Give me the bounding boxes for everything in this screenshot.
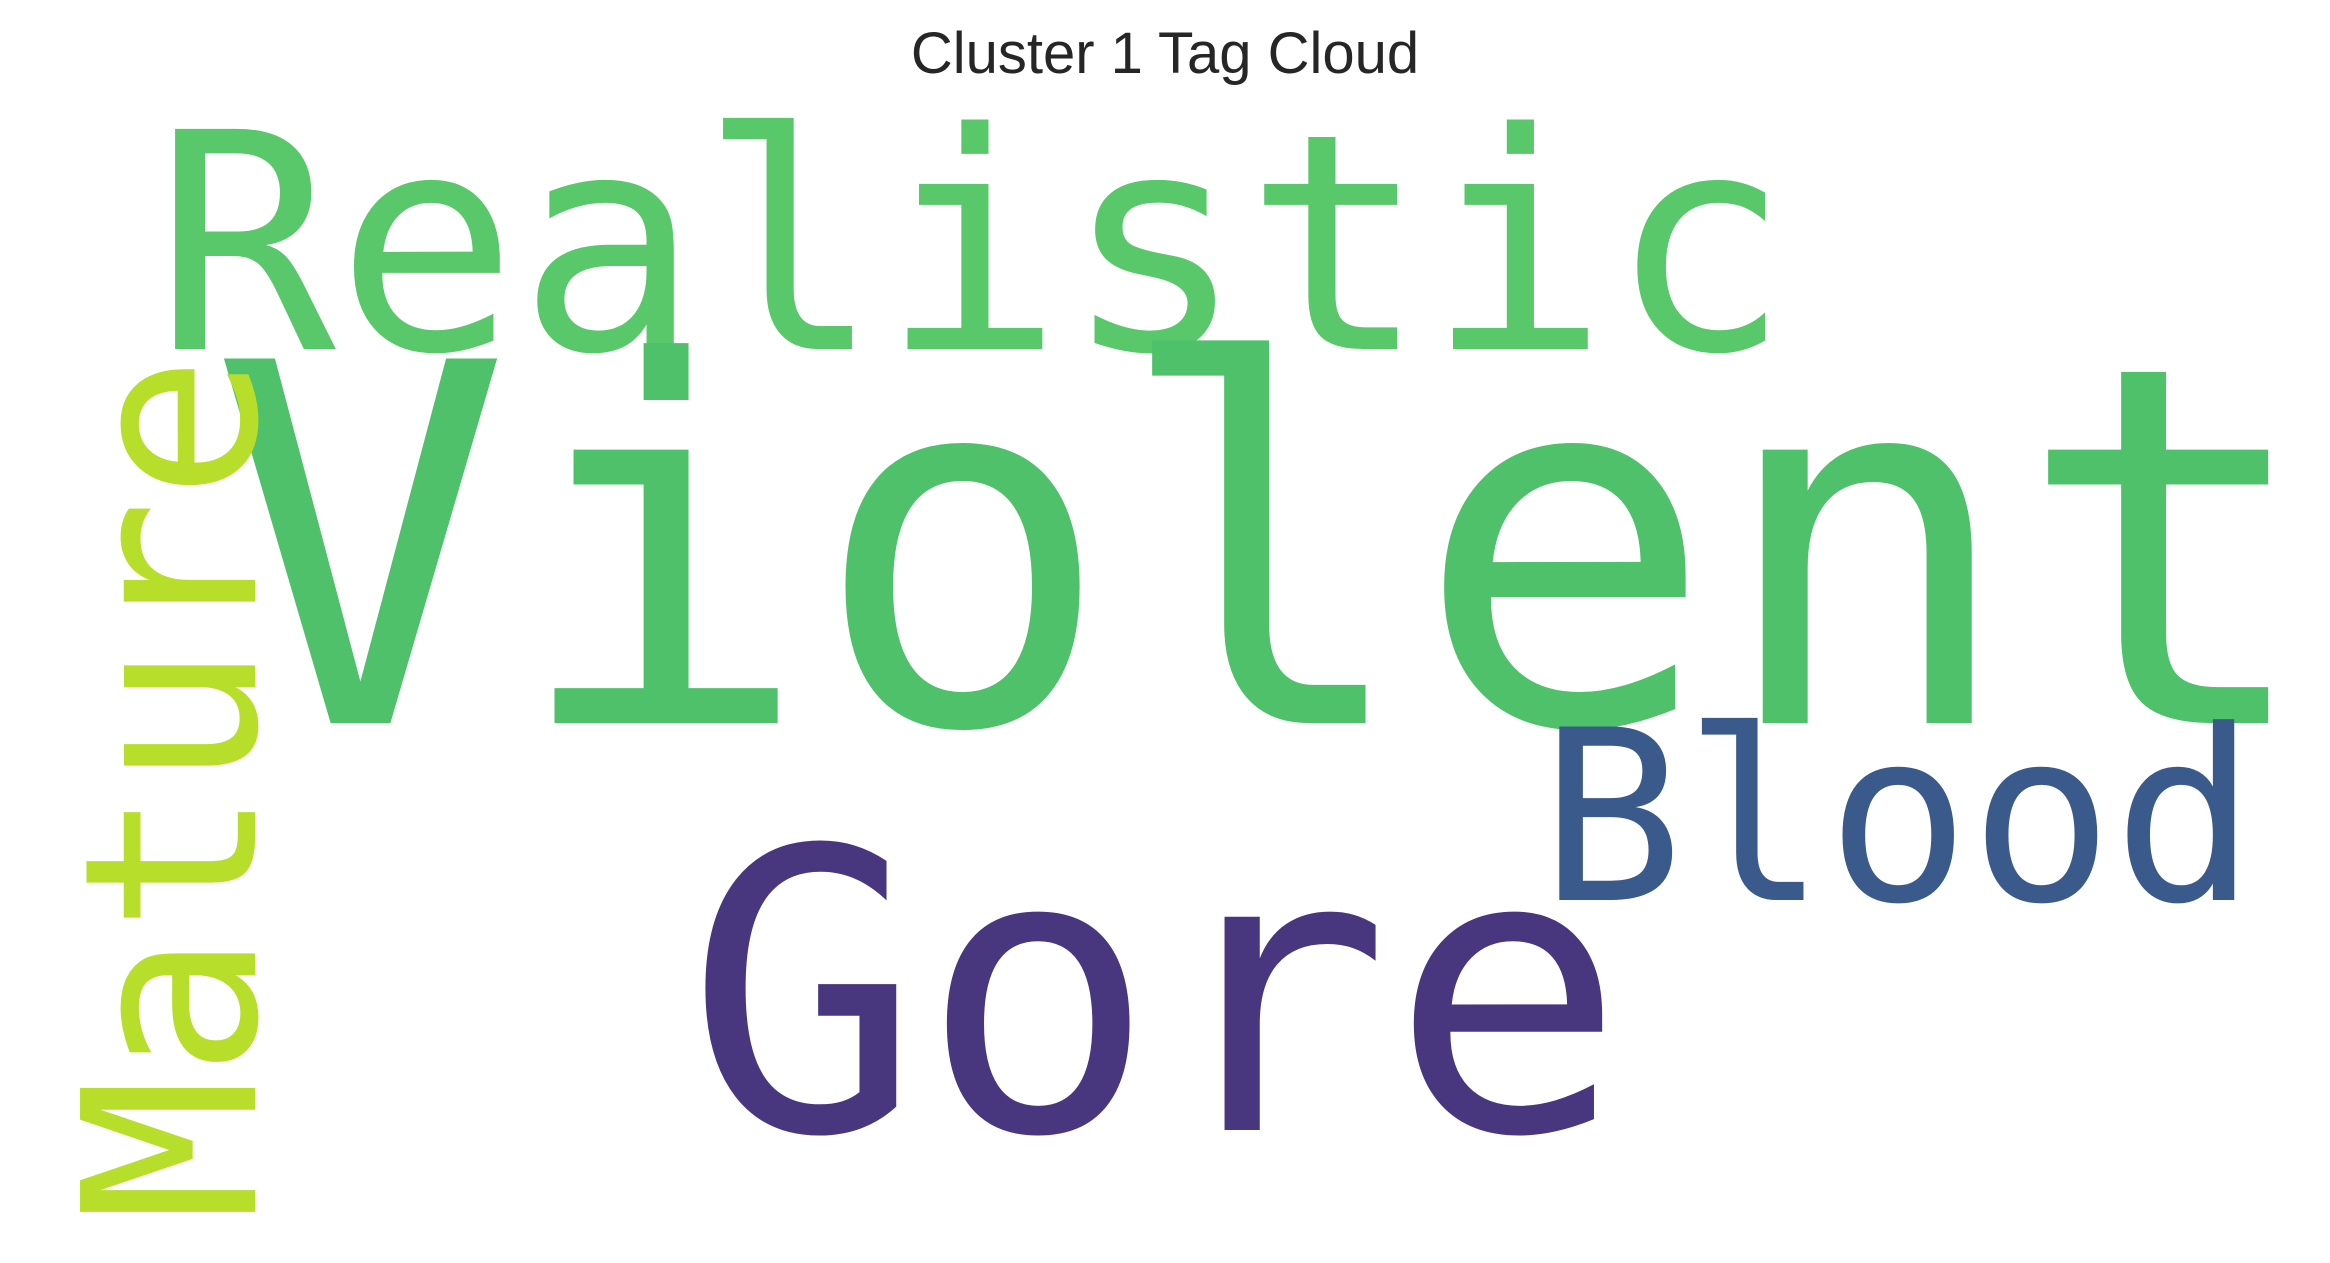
word-mature: Mature — [32, 355, 312, 1222]
word-blood: Blood — [1540, 680, 2257, 957]
chart-title: Cluster 1 Tag Cloud — [910, 21, 1420, 86]
word-violent: Violent — [210, 259, 2318, 841]
word-gore: Gore — [686, 768, 1626, 1222]
word-realistic: Realistic — [154, 70, 1791, 421]
